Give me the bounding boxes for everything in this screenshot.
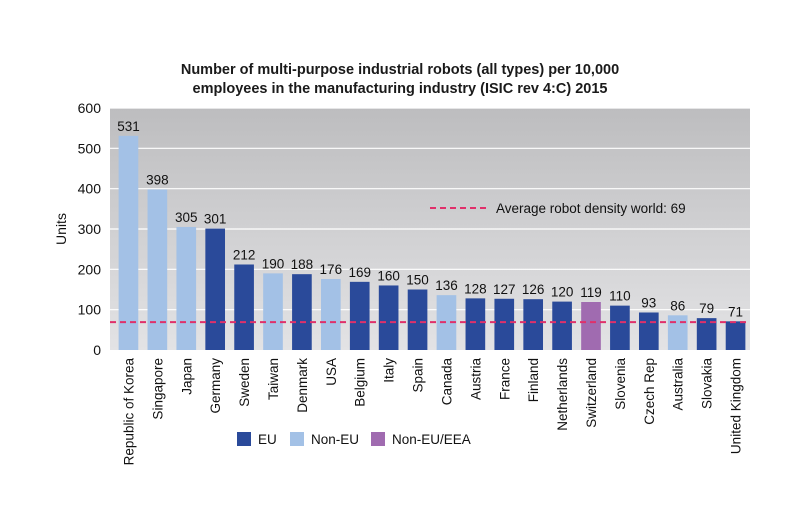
category-label: Sweden [237,358,252,407]
bar-value-label: 188 [291,257,314,272]
bar [725,321,746,350]
chart-title-line-2: employees in the manufacturing industry … [193,81,608,97]
bar-value-label: 110 [609,289,631,304]
y-axis: 0 100 200 300 400 500 600 [78,100,102,358]
category-label: Austria [468,358,483,401]
category-label: Czech Rep [642,358,657,425]
category-label: United Kingdom [729,358,744,454]
reference-line-label: Average robot density world: 69 [496,201,686,216]
bar-value-label: 305 [175,210,198,225]
bar [610,305,630,350]
bar [292,274,312,350]
bar-value-label: 160 [377,268,400,283]
bar [263,273,283,350]
bar-value-label: 136 [435,278,458,293]
bar-value-label: 79 [699,301,714,316]
category-label: Republic of Korea [121,358,136,466]
legend-swatch [290,432,304,446]
category-label: Finland [526,358,541,402]
bar-value-label: 150 [406,273,429,288]
bar [407,289,428,350]
bar [147,189,168,350]
category-labels: Republic of Korea Singapore Japan Germany Sw… [121,358,743,466]
legend-swatch [371,432,385,446]
bar [696,318,717,350]
category-label: Belgium [353,358,368,407]
reference-line: Average robot density world: 69 [110,201,750,324]
bar-value-label: 120 [551,285,574,300]
bar-value-label: 126 [522,282,545,297]
bar-value-label: 128 [464,281,487,296]
y-tick-label: 400 [78,181,102,197]
category-label: Canada [439,358,454,406]
bar [667,315,688,350]
bar-value-label: 169 [348,265,371,280]
category-label: USA [324,358,339,386]
bar-value-label: 71 [728,304,743,319]
y-tick-label: 300 [78,221,102,237]
category-label: Spain [411,358,426,393]
bar [234,264,254,350]
bar [176,226,197,350]
category-label: France [497,358,512,400]
bar [638,312,659,350]
bar [465,298,486,350]
bar-value-label: 301 [204,212,227,227]
y-tick-label: 200 [78,261,102,277]
bar [349,281,370,350]
bar-value-label: 93 [641,295,656,310]
bar [581,302,601,350]
bar-value-label: 119 [580,285,602,300]
bar-value-label: 86 [670,298,685,313]
bars: 531 398 305 301 212 190 188 176 169 160 150 136 128 1… [117,119,746,350]
category-label: Singapore [150,358,165,420]
legend-label: EU [258,432,277,447]
category-label: Netherlands [555,358,570,431]
legend-label: Non-EU [311,432,359,447]
bar-value-label: 176 [320,262,343,277]
bar [552,301,572,350]
chart-title-line-1: Number of multi-purpose industrial robot… [181,62,619,78]
category-label: Germany [208,358,223,414]
y-tick-label: 500 [78,140,102,156]
bar [118,135,139,350]
bar [205,228,226,350]
category-label: Switzerland [584,358,599,428]
legend-label: Non-EU/EEA [392,432,471,447]
bar [378,285,399,350]
bar [523,299,544,350]
category-label: Japan [179,358,194,395]
bar [436,295,457,350]
bar-value-label: 531 [117,119,140,134]
category-label: Denmark [295,358,310,413]
bar-value-label: 190 [262,256,285,271]
y-axis-label: Units [53,213,69,245]
bar [494,298,515,350]
category-label: Slovakia [700,358,715,410]
bar-value-label: 127 [493,282,516,297]
y-tick-label: 600 [78,100,102,116]
bar [320,279,341,350]
bar-value-label: 398 [146,172,169,187]
category-label: Taiwan [266,358,281,400]
category-label: Slovenia [613,358,628,410]
bar-value-label: 212 [233,247,256,262]
legend-swatch [237,432,251,446]
category-label: Italy [382,358,397,383]
legend: EU Non-EU Non-EU/EEA [237,432,471,447]
y-tick-label: 0 [93,342,101,358]
category-label: Australia [671,358,686,411]
y-tick-label: 100 [78,302,102,318]
